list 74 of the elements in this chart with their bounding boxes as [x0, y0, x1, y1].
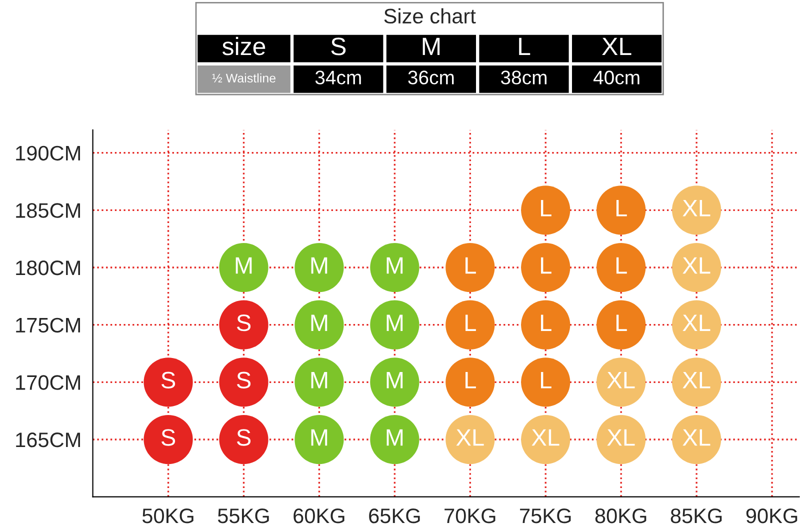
- text: Size chart: [384, 8, 476, 24]
- text: XL: [607, 429, 635, 446]
- x-tick-label: 60KG: [294, 508, 344, 524]
- text: XL: [682, 200, 710, 216]
- point: [446, 300, 495, 350]
- text: XL: [682, 314, 710, 331]
- x-tick-label: 65KG: [369, 508, 420, 524]
- x-tick-label: 55KG: [218, 508, 269, 524]
- text: M: [386, 372, 403, 388]
- text: L: [540, 314, 552, 331]
- text: M: [311, 257, 328, 274]
- point: [446, 358, 495, 407]
- point: [219, 300, 268, 350]
- x-tick-label: 70KG: [444, 508, 496, 524]
- point: [144, 358, 193, 407]
- series-label: XL: [607, 372, 635, 388]
- series-label: S: [161, 429, 176, 446]
- point: [521, 300, 570, 350]
- text: M: [311, 429, 328, 446]
- text: L: [616, 257, 627, 274]
- text: 34cm: [315, 70, 361, 84]
- text: M: [386, 314, 403, 331]
- x-tick-label: 80KG: [595, 508, 646, 524]
- x-tick-label: 50KG: [142, 508, 194, 524]
- text: XL: [602, 38, 632, 56]
- text: S: [236, 429, 251, 446]
- x-tick-label: 90KG: [746, 508, 798, 524]
- text: L: [540, 257, 552, 274]
- text: size: [222, 36, 266, 56]
- y-tick-label: 185CM: [16, 203, 80, 218]
- series-label: M: [311, 314, 328, 331]
- text: M: [386, 429, 403, 446]
- point: [219, 414, 268, 464]
- text: S: [331, 38, 346, 56]
- text: M: [422, 38, 440, 56]
- point: [521, 242, 570, 292]
- point: [596, 186, 646, 235]
- y-tick-label: 190CM: [16, 146, 80, 161]
- text: M: [311, 372, 328, 388]
- text: XL: [682, 429, 710, 446]
- text: M: [386, 257, 403, 274]
- text: L: [540, 372, 552, 388]
- text: 38cm: [500, 70, 546, 84]
- text: XL: [682, 257, 710, 274]
- x-tick-label: 75KG: [520, 508, 571, 524]
- point: [521, 358, 570, 407]
- y-tick-label: 180CM: [16, 260, 80, 276]
- point: [219, 358, 268, 407]
- text: XL: [532, 429, 560, 446]
- point: [596, 242, 646, 292]
- text: S: [236, 372, 251, 389]
- text: L: [466, 257, 476, 274]
- text: L: [616, 200, 627, 216]
- text: 40cm: [593, 70, 640, 84]
- text: ½ Waistline: [212, 73, 276, 83]
- x-tick-label: 85KG: [670, 508, 722, 524]
- y-tick-label: 175CM: [16, 318, 80, 333]
- text: XL: [456, 429, 484, 446]
- point: [521, 186, 570, 235]
- point: [596, 300, 646, 350]
- text: 36cm: [408, 70, 454, 84]
- series-label: L: [540, 200, 552, 216]
- text: L: [466, 372, 476, 388]
- text: XL: [682, 372, 710, 388]
- text: S: [236, 314, 251, 332]
- point: [446, 242, 495, 292]
- y-tick-label: 170CM: [16, 375, 80, 390]
- text: S: [161, 372, 176, 389]
- text: L: [616, 314, 627, 331]
- text: M: [236, 257, 252, 274]
- point: [144, 414, 193, 464]
- text: L: [466, 314, 476, 331]
- text: L: [519, 38, 530, 56]
- y-tick-label: 165CM: [16, 432, 80, 448]
